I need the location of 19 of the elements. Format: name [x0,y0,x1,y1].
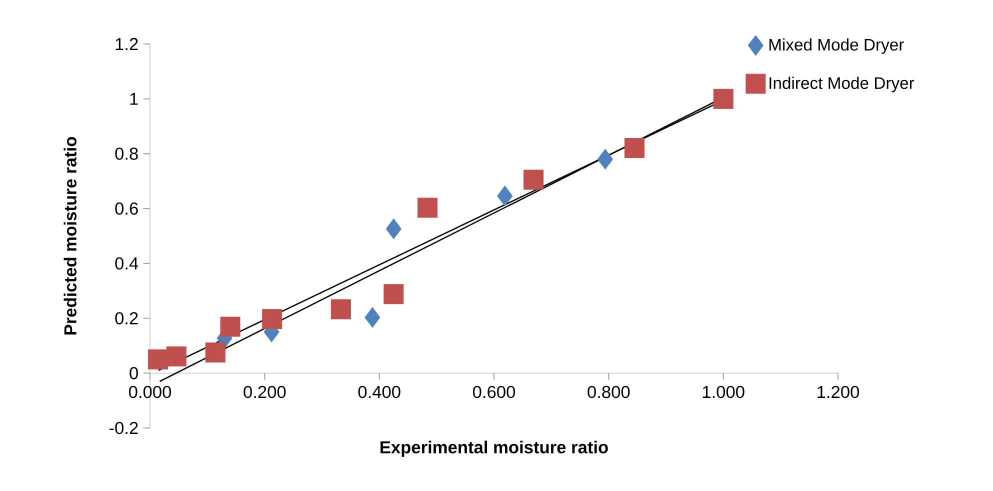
y-tick-label: 0.4 [115,257,138,270]
x-tick-label: 0.000 [128,386,172,398]
y-tick-label: 1 [130,92,138,105]
y-tick-label: 0 [130,366,138,380]
y-axis-title: Predicted moisture ratio [64,136,76,335]
y-tick-label: 0.2 [115,312,138,324]
x-tick-label: 0.400 [358,386,400,398]
x-tick-label: 0.600 [472,386,516,398]
x-tick-label: 1.200 [818,386,860,398]
y-tick-label: 0.8 [115,148,138,160]
x-tick-label: 0.800 [588,386,630,398]
y-tick-label: -0.2 [110,422,138,434]
legend-label: Mixed Mode Dryer [769,38,904,54]
x-tick-label: 1.000 [702,386,744,398]
y-tick-label: 0.6 [115,202,138,215]
y-tick-label: 1.2 [116,38,138,50]
x-axis-title: Experimental moisture ratio [380,440,608,457]
x-tick-label: 0.200 [244,386,286,398]
legend-label: Indirect Mode Dryer [770,76,914,92]
